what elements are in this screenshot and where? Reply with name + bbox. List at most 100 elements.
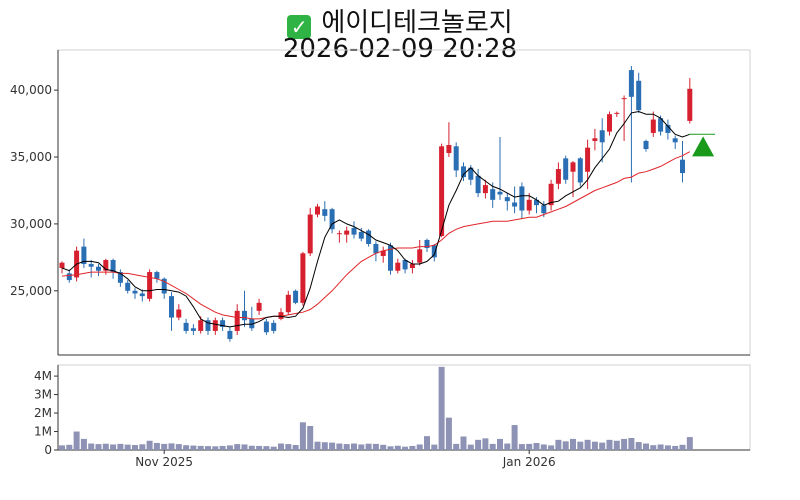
candle-body [468,167,474,180]
candle-body [234,310,240,331]
candle [628,66,634,183]
candle [147,269,153,302]
volume-bar [278,443,284,450]
volume-bar [664,445,671,450]
stock-name: 에이디테크놀로지 [321,8,513,38]
volume-bar [351,443,357,450]
candle [293,289,299,305]
candle-body [256,302,262,311]
price-axis-ticks: 25,000 30,000 35,000 40,000 [10,83,58,298]
volume-bar [59,445,65,450]
candle [431,243,437,262]
volume-bar [635,442,642,450]
candle [81,238,87,269]
check-mark-icon: ✓ [287,15,312,39]
volume-bar [336,443,343,450]
candle [315,203,320,218]
candle-body [271,322,277,331]
volume-bar [95,444,102,450]
price-tick-label: 25,000 [10,284,52,298]
candle-body [169,296,174,318]
volume-bar [387,446,394,450]
volume-bar [475,439,482,450]
candle-body [417,249,423,263]
volume-bar [197,445,204,450]
date-axis-ticks: Nov 2025 Jan 2026 [135,450,556,469]
volume-bar [146,440,153,450]
candle-body [504,197,510,202]
volume-bar [307,425,314,450]
volume-bar [613,440,620,450]
volume-bar [365,443,372,450]
date-tick-label: Jan 2026 [502,455,556,469]
candle-body [490,189,496,200]
candle-body [614,112,620,114]
candle-body [519,186,525,211]
volume-bar [482,438,489,450]
candle-body [497,191,503,195]
candle [256,298,262,315]
candle [300,251,306,306]
volume-bar [672,445,679,450]
volume-bar [409,445,416,450]
volume-bar [562,441,569,450]
candle [344,226,350,243]
candle-body [446,144,452,154]
volume-bar [460,436,467,450]
chart-title: ✓ 에이디테크놀로지 [0,2,800,39]
candle-body [307,214,313,254]
candle [373,241,379,262]
candle-body [117,272,123,283]
volume-bar [438,366,445,450]
candle-body [526,199,532,211]
candle-body [249,318,255,329]
candle [176,304,182,321]
volume-bar [577,441,584,450]
volume-bar [643,443,649,450]
candle-body [242,310,247,321]
volume-bar [453,443,460,450]
volume-bar [526,443,533,450]
long-moving-average-line [61,151,691,320]
candle [212,317,218,335]
candle-body [395,262,401,271]
candle-body [190,328,196,331]
candle-body [176,309,182,318]
candle-body [125,282,131,291]
candle [66,269,72,283]
candle [205,317,211,335]
candle [577,157,583,187]
volume-bar [570,438,576,450]
candle-body [453,146,459,171]
candle-body [512,202,518,207]
volume-bar [299,422,306,450]
buy-signal-group [689,133,716,157]
candle [329,207,335,234]
volume-bar [628,437,635,450]
volume-bar [467,444,474,450]
candle [242,290,247,327]
candle-body [563,158,569,180]
volume-bar [686,437,693,450]
volume-bar [241,444,248,450]
candle-body [672,138,678,143]
candle [388,242,393,275]
candle-body [285,294,291,313]
candle-body [96,266,101,271]
volume-bar [117,443,124,450]
candle-body [66,273,72,281]
volume-bar [445,417,452,450]
volume-bar [657,444,664,450]
candle [336,230,342,243]
candle [585,139,591,190]
candle-body [212,320,218,331]
price-tick-label: 30,000 [10,217,52,231]
candle-body [198,320,204,331]
moving-average-lines [61,110,691,328]
candle [570,161,576,198]
volume-bar [358,444,365,450]
candle-body [132,290,138,294]
volume-bar [80,438,87,450]
candle [402,258,408,274]
